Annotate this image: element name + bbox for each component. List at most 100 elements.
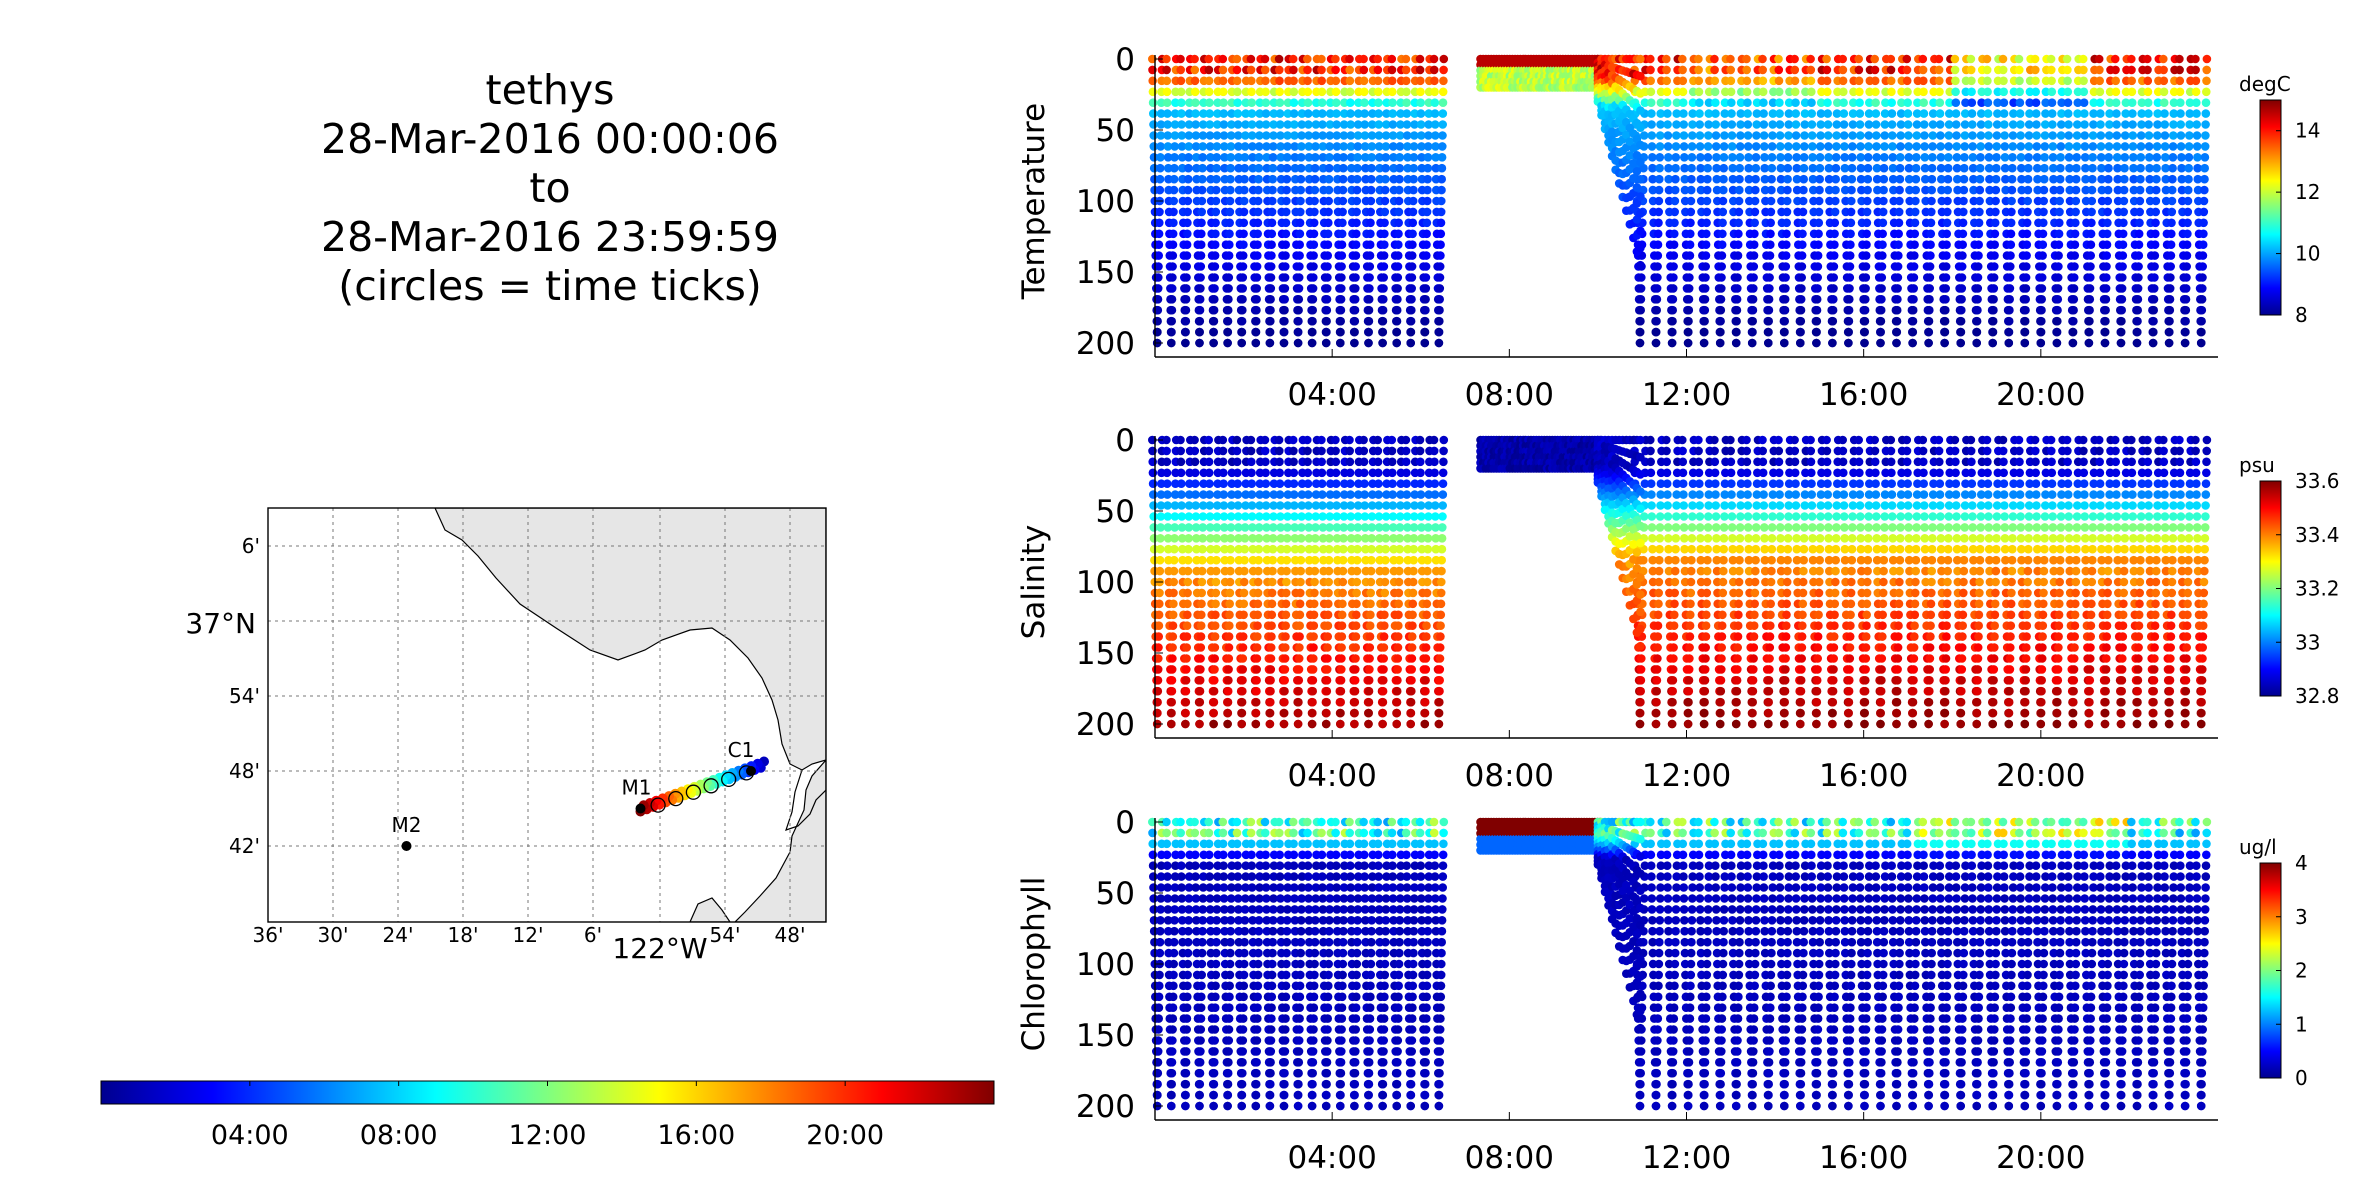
data-point	[1768, 131, 1777, 140]
data-point	[1990, 240, 1999, 249]
data-point	[1780, 327, 1789, 337]
data-point	[1409, 544, 1418, 554]
data-point	[1936, 153, 1946, 162]
data-point	[1350, 708, 1359, 718]
data-point	[2088, 163, 2097, 173]
data-point	[1687, 555, 1696, 565]
data-point	[1696, 153, 1705, 162]
data-point	[1388, 490, 1397, 499]
data-point	[2037, 284, 2047, 293]
data-point	[1350, 327, 1359, 337]
data-point	[1220, 163, 1229, 173]
data-point	[2159, 76, 2169, 86]
data-point	[1653, 229, 1663, 239]
data-point	[2102, 229, 2112, 239]
data-point	[1782, 207, 1792, 217]
data-point	[1168, 251, 1178, 260]
data-point	[1317, 446, 1326, 456]
data-point	[1252, 262, 1262, 271]
data-point	[2143, 65, 2152, 75]
data-point	[1251, 338, 1261, 348]
data-point	[2048, 131, 2057, 140]
data-point	[1163, 501, 1172, 510]
data-point	[2047, 65, 2056, 75]
data-point	[1636, 175, 1645, 184]
data-point	[1323, 240, 1333, 249]
data-point	[2117, 284, 2127, 293]
data-point	[1790, 87, 1800, 97]
data-point	[1887, 87, 1896, 97]
data-point	[2136, 163, 2145, 173]
data-point	[1239, 229, 1248, 239]
data-point	[1156, 131, 1166, 140]
data-point	[1416, 490, 1426, 499]
data-point	[1652, 305, 1661, 315]
data-point	[1247, 131, 1257, 140]
data-point	[1670, 196, 1680, 206]
data-point	[1861, 284, 1870, 293]
data-point	[1655, 523, 1665, 532]
data-point	[1304, 153, 1314, 162]
data-point	[1748, 295, 1758, 304]
data-point	[1209, 338, 1218, 348]
data-point	[1176, 446, 1185, 456]
data-point	[1668, 686, 1677, 696]
data-point	[1196, 632, 1206, 641]
data-point	[1210, 654, 1219, 663]
data-point	[1966, 54, 1976, 64]
data-point	[1653, 654, 1662, 663]
data-point	[1731, 338, 1741, 348]
data-point	[1167, 327, 1176, 337]
data-point	[1181, 676, 1191, 685]
data-point	[1671, 534, 1681, 543]
data-point	[1663, 142, 1673, 151]
data-point	[1894, 240, 1903, 249]
data-point	[1415, 65, 1425, 75]
data-point	[1830, 229, 1839, 239]
data-point	[1233, 87, 1242, 97]
data-point	[1317, 54, 1326, 64]
data-point	[1364, 697, 1374, 707]
data-point	[2160, 109, 2169, 118]
data-point	[1646, 468, 1656, 478]
data-point	[2005, 295, 2014, 304]
data-point	[1308, 305, 1317, 315]
data-point	[1381, 523, 1391, 532]
data-point	[1234, 163, 1243, 173]
data-point	[2192, 109, 2201, 118]
data-point	[1662, 87, 1672, 97]
data-point	[2143, 98, 2153, 107]
data-point	[1223, 719, 1232, 729]
data-point	[1951, 87, 1960, 97]
data-point	[1379, 284, 1388, 293]
data-point	[1783, 163, 1793, 173]
data-point	[1877, 295, 1886, 304]
data-point	[1420, 708, 1430, 718]
data-point	[1324, 185, 1334, 195]
data-point	[1668, 665, 1678, 674]
data-point	[1775, 131, 1785, 140]
data-point	[1162, 54, 1171, 64]
data-point	[1407, 284, 1416, 293]
data-point	[2192, 142, 2202, 151]
data-point	[1225, 240, 1234, 249]
data-point	[1824, 142, 1833, 151]
data-point	[1310, 185, 1320, 195]
data-point	[1232, 446, 1242, 456]
data-point	[2102, 273, 2111, 282]
data-point	[1742, 76, 1752, 86]
data-point	[1872, 142, 1881, 151]
data-point	[1808, 142, 1817, 151]
data-point	[2168, 153, 2178, 162]
data-point	[1199, 109, 1208, 118]
data-point	[1974, 240, 1983, 249]
data-point	[1325, 534, 1334, 543]
data-point	[1379, 262, 1389, 271]
data-point	[1261, 98, 1271, 107]
data-point	[1991, 174, 2001, 184]
data-point	[2104, 174, 2113, 184]
data-point	[1952, 131, 1961, 140]
data-point	[1168, 610, 1178, 620]
data-point	[1197, 588, 1206, 598]
data-point	[1360, 501, 1369, 510]
